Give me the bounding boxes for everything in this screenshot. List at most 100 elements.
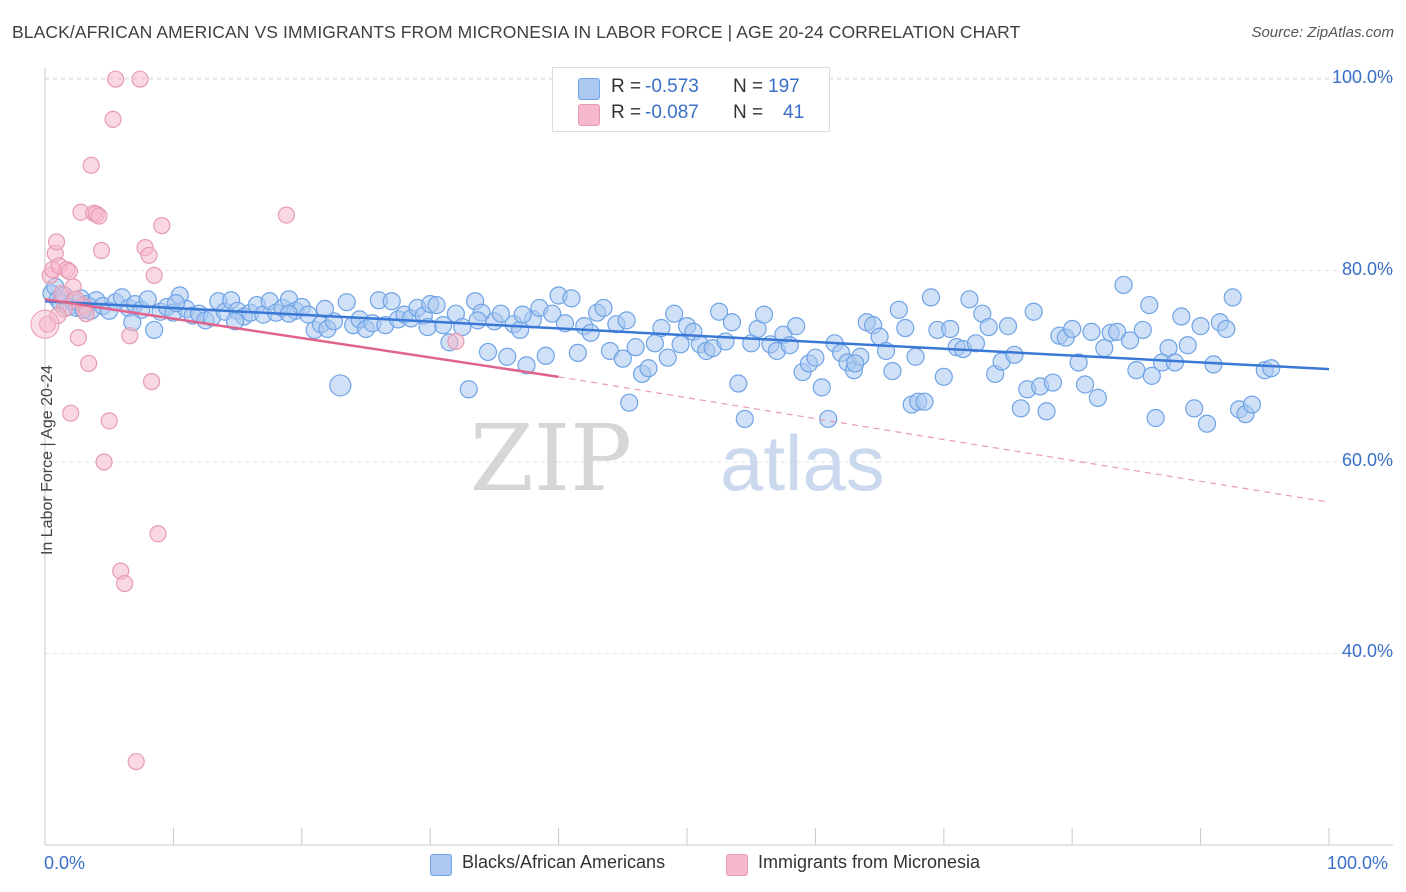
- blacks-point: [787, 317, 806, 336]
- legend-swatch-blacks: [430, 854, 452, 876]
- blacks-point: [665, 304, 684, 323]
- blacks-point: [722, 313, 742, 332]
- blacks-point: [1011, 399, 1030, 418]
- blacks-point: [979, 317, 998, 337]
- blacks-point: [1185, 399, 1204, 418]
- blacks-point: [498, 347, 517, 366]
- blacks-point: [906, 347, 925, 366]
- blacks-point: [812, 378, 831, 397]
- blacks-point: [1127, 361, 1146, 380]
- n-label: N =: [733, 76, 764, 97]
- blacks-point: [754, 305, 774, 324]
- blacks-point: [1191, 317, 1210, 336]
- x-tick-max: 100.0%: [1327, 853, 1389, 873]
- blacks-point: [562, 289, 581, 308]
- blacks-point: [1172, 307, 1191, 326]
- y-tick-label: 100.0%: [1331, 67, 1393, 88]
- micronesia-point: [95, 453, 113, 471]
- stats-row-blacks: R = -0.573 N = 197: [553, 75, 829, 101]
- blacks-point: [1146, 408, 1165, 428]
- blacks-point: [517, 356, 536, 375]
- micronesia-point: [131, 70, 149, 88]
- micronesia-point: [116, 574, 134, 593]
- y-tick-label: 60.0%: [1341, 450, 1393, 470]
- blacks-point: [1120, 331, 1140, 350]
- blacks-point: [652, 318, 671, 338]
- blacks-point: [382, 292, 401, 311]
- blacks-point: [1242, 395, 1262, 414]
- micronesia-point: [140, 246, 158, 264]
- blacks-point: [225, 312, 245, 331]
- micronesia-point: [142, 373, 161, 391]
- y-tick-label: 40.0%: [1341, 641, 1393, 662]
- n-value: 197: [768, 76, 800, 97]
- trend-line-micronesia-extrapolated: [558, 376, 1330, 503]
- blacks-point: [1223, 288, 1242, 307]
- grid-lines: [45, 77, 1393, 654]
- blacks-point: [846, 354, 865, 373]
- blacks-point: [921, 288, 941, 307]
- watermark-zip: ZIP: [470, 405, 632, 512]
- blacks-point: [620, 393, 639, 412]
- trend-line-micronesia: [44, 298, 559, 379]
- n-value: 41: [783, 102, 805, 123]
- legend: Blacks/African Americans Immigrants from…: [0, 852, 1406, 878]
- blacks-point: [1043, 373, 1063, 392]
- blacks-point: [896, 318, 915, 338]
- micronesia-point: [62, 404, 80, 422]
- r-label: R =: [611, 102, 642, 123]
- blacks-point: [145, 320, 164, 340]
- series-micronesia-points: [30, 70, 465, 771]
- micronesia-point-large: [30, 309, 60, 339]
- blacks-point: [594, 298, 613, 318]
- source-label: Source: ZipAtlas.com: [1251, 24, 1394, 41]
- blacks-point: [468, 311, 487, 330]
- n-label: N =: [733, 102, 764, 123]
- blacks-point: [998, 317, 1018, 336]
- watermark-atlas: atlas: [720, 419, 885, 507]
- blacks-point: [491, 304, 510, 323]
- x-tick-min: 0.0%: [44, 853, 86, 873]
- blacks-point: [1082, 322, 1101, 341]
- micronesia-point: [104, 110, 122, 128]
- axes: [44, 68, 1393, 846]
- r-value: -0.087: [645, 102, 699, 123]
- blacks-point: [1024, 302, 1043, 321]
- blacks-point: [1005, 345, 1024, 364]
- blacks-point: [1069, 353, 1088, 372]
- blacks-point: [459, 380, 478, 399]
- trend-line-blacks: [44, 299, 1330, 371]
- blacks-point: [883, 361, 902, 381]
- r-value: -0.573: [645, 76, 699, 97]
- blacks-point: [1140, 295, 1159, 315]
- blacks-point: [536, 346, 555, 365]
- micronesia-point: [100, 412, 118, 430]
- micronesia-point: [80, 354, 98, 373]
- blacks-point: [1075, 375, 1095, 394]
- blacks-point: [806, 348, 825, 367]
- blacks-point: [941, 319, 960, 339]
- blacks-point: [1037, 402, 1056, 421]
- blacks-point: [966, 334, 986, 353]
- micronesia-point: [149, 525, 167, 543]
- blacks-point: [543, 304, 562, 323]
- micronesia-point: [277, 206, 295, 224]
- blacks-point: [626, 338, 645, 357]
- y-axis-label: In Labor Force | Age 20-24: [39, 364, 56, 556]
- blacks-point: [671, 335, 690, 354]
- blacks-point: [1114, 275, 1133, 295]
- blacks-point: [735, 409, 754, 429]
- micronesia-point: [127, 752, 145, 771]
- legend-label-micronesia: Immigrants from Micronesia: [758, 852, 981, 872]
- micronesia-point: [90, 207, 108, 225]
- blacks-point: [329, 374, 352, 397]
- blacks-point: [889, 300, 908, 319]
- micronesia-point: [121, 327, 139, 345]
- r-label: R =: [611, 76, 642, 97]
- blacks-point: [709, 302, 729, 321]
- blacks-point: [1262, 359, 1281, 378]
- blacks-point: [1063, 319, 1082, 339]
- blacks-point: [1142, 366, 1161, 385]
- stats-row-micronesia: R = -0.087 N = 41: [553, 101, 829, 127]
